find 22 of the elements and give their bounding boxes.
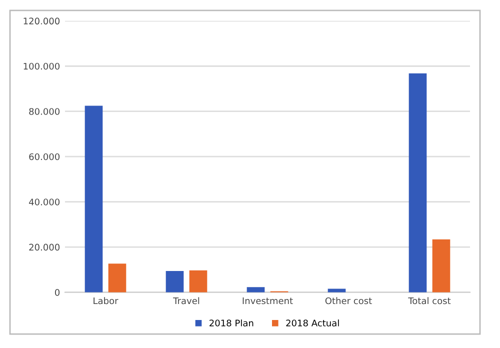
bar (408, 73, 427, 292)
y-tick-label: 100.000 (24, 62, 60, 70)
bar (108, 264, 126, 292)
legend-label: 2018 Plan (210, 319, 254, 326)
bar (84, 106, 103, 292)
x-tick-label: Investment (242, 297, 293, 304)
x-tick-label: Other cost (325, 297, 372, 304)
y-tick-label: 60.000 (29, 153, 60, 160)
legend-label: 2018 Actual (286, 319, 339, 326)
y-tick-label: 120.000 (24, 18, 60, 24)
x-tick-label: Travel (173, 297, 200, 304)
x-tick-label: Total cost (408, 297, 451, 304)
bar (246, 287, 265, 292)
x-tick-label: Labor (94, 297, 118, 304)
y-tick-label: 0 (54, 289, 60, 296)
y-tick-label: 80.000 (29, 108, 60, 115)
bar (328, 288, 346, 292)
y-tick-label: 40.000 (28, 198, 60, 206)
bar (189, 270, 208, 292)
bar (432, 239, 450, 292)
bar (166, 271, 184, 292)
y-tick-label: 20.000 (29, 244, 60, 251)
